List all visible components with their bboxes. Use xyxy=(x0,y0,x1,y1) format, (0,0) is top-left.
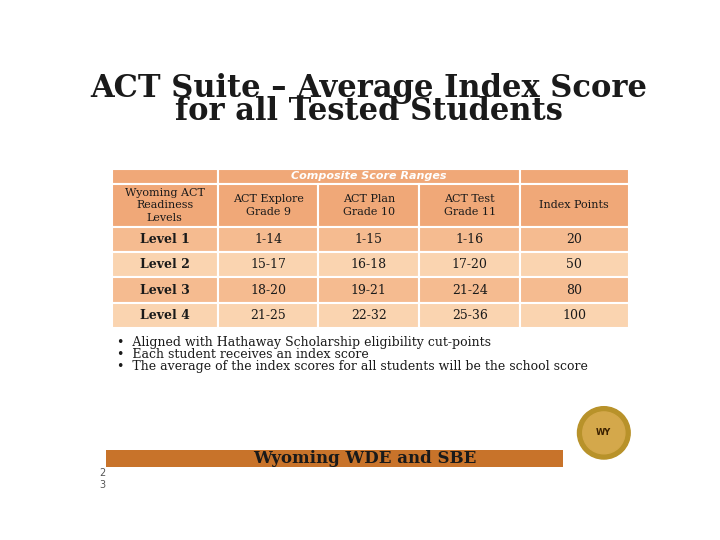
Text: ACT Test
Grade 11: ACT Test Grade 11 xyxy=(444,194,496,217)
Bar xyxy=(106,450,563,467)
Bar xyxy=(217,184,318,226)
Bar xyxy=(318,184,419,226)
Text: Level 2: Level 2 xyxy=(140,258,189,271)
Bar xyxy=(520,303,629,328)
Text: 80: 80 xyxy=(567,284,582,296)
Bar xyxy=(318,226,419,252)
Text: ACT Suite – Average Index Score: ACT Suite – Average Index Score xyxy=(91,72,647,104)
Bar xyxy=(318,303,419,328)
Text: 2
3: 2 3 xyxy=(99,468,106,490)
Text: 20: 20 xyxy=(567,233,582,246)
Text: •  The average of the index scores for all students will be the school score: • The average of the index scores for al… xyxy=(117,361,588,374)
Bar xyxy=(419,226,520,252)
Text: Index Points: Index Points xyxy=(539,200,609,210)
Bar xyxy=(520,252,629,278)
Bar xyxy=(318,252,419,278)
Bar xyxy=(318,278,419,303)
Text: 22-32: 22-32 xyxy=(351,309,387,322)
Text: Wyoming WDE and SBE: Wyoming WDE and SBE xyxy=(253,450,477,467)
Text: 18-20: 18-20 xyxy=(250,284,286,296)
Text: 17-20: 17-20 xyxy=(451,258,487,271)
Circle shape xyxy=(582,412,625,454)
Bar xyxy=(217,278,318,303)
Bar xyxy=(419,303,520,328)
Text: ACT Explore
Grade 9: ACT Explore Grade 9 xyxy=(233,194,304,217)
Circle shape xyxy=(577,407,630,459)
Bar xyxy=(112,278,217,303)
Text: 1-16: 1-16 xyxy=(456,233,484,246)
Bar xyxy=(520,226,629,252)
Text: 1-14: 1-14 xyxy=(254,233,282,246)
Text: Level 4: Level 4 xyxy=(140,309,189,322)
Text: 21-24: 21-24 xyxy=(451,284,487,296)
Bar xyxy=(112,303,217,328)
Text: 100: 100 xyxy=(562,309,586,322)
Text: 25-36: 25-36 xyxy=(451,309,487,322)
Text: Composite Score Ranges: Composite Score Ranges xyxy=(291,172,446,181)
Bar xyxy=(419,252,520,278)
Text: 1-15: 1-15 xyxy=(355,233,383,246)
Bar xyxy=(520,184,629,226)
Text: •  Each student receives an index score: • Each student receives an index score xyxy=(117,348,369,361)
Bar xyxy=(520,278,629,303)
Text: 50: 50 xyxy=(567,258,582,271)
Bar xyxy=(112,184,217,226)
Text: 19-21: 19-21 xyxy=(351,284,387,296)
Bar xyxy=(217,303,318,328)
Bar xyxy=(112,169,217,184)
Bar xyxy=(520,169,629,184)
Text: Level 3: Level 3 xyxy=(140,284,189,296)
Text: for all Tested Students: for all Tested Students xyxy=(175,96,563,126)
Text: 15-17: 15-17 xyxy=(250,258,286,271)
Text: 16-18: 16-18 xyxy=(351,258,387,271)
Text: Level 1: Level 1 xyxy=(140,233,189,246)
Bar xyxy=(217,252,318,278)
Text: 21-25: 21-25 xyxy=(250,309,286,322)
Bar xyxy=(419,184,520,226)
Bar xyxy=(419,278,520,303)
Text: Wyoming ACT
Readiness
Levels: Wyoming ACT Readiness Levels xyxy=(125,187,204,223)
Bar xyxy=(217,226,318,252)
Bar xyxy=(112,226,217,252)
Text: ACT Plan
Grade 10: ACT Plan Grade 10 xyxy=(343,194,395,217)
Bar xyxy=(217,169,520,184)
Text: •  Aligned with Hathaway Scholarship eligibility cut-points: • Aligned with Hathaway Scholarship elig… xyxy=(117,336,491,349)
Bar xyxy=(112,252,217,278)
Text: WY: WY xyxy=(596,428,611,437)
